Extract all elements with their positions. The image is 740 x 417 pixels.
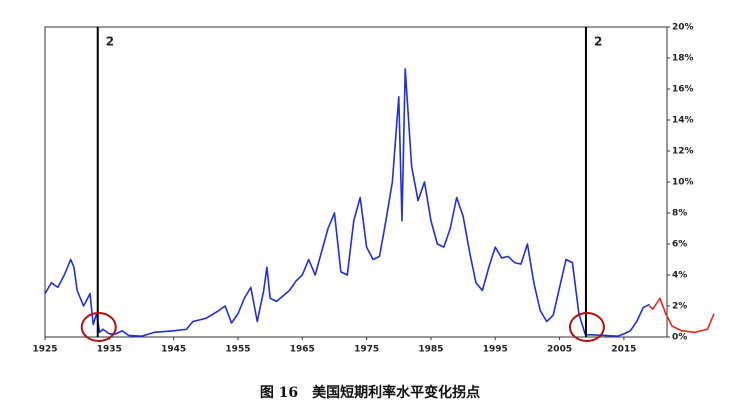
x-tick-label: 1945: [161, 345, 186, 355]
y-tick-label: 18%: [672, 54, 694, 64]
annotation-label: 2: [594, 35, 602, 49]
highlight-circle: [80, 312, 117, 342]
y-tick-label: 16%: [672, 85, 694, 95]
annotation-label: 2: [106, 35, 114, 49]
caption: 图 16 美国短期利率水平变化拐点: [259, 385, 481, 401]
x-tick-label: 1995: [483, 345, 508, 355]
x-tick-label: 2005: [547, 345, 572, 355]
highlight-circle: [568, 312, 605, 342]
x-tick-label: 1965: [290, 345, 315, 355]
x-tick-label: 1955: [225, 345, 250, 355]
y-tick-label: 4%: [672, 271, 687, 281]
y-tick-label: 10%: [672, 178, 694, 188]
y-tick-label: 2%: [672, 302, 687, 312]
x-tick-label: 1985: [418, 345, 443, 355]
x-tick-label: 2015: [611, 345, 636, 355]
y-tick-label: 14%: [672, 116, 694, 126]
x-tick-label: 1975: [354, 345, 379, 355]
line-series: [649, 297, 715, 334]
line-series: [44, 68, 650, 338]
y-tick-label: 6%: [672, 240, 687, 250]
y-tick-label: 20%: [672, 23, 694, 33]
y-tick-label: 8%: [672, 209, 687, 219]
x-tick-label: 1935: [97, 345, 122, 355]
x-tick-label: 1925: [32, 345, 57, 355]
chart: 0% 2% 4% 6% 8% 10% 12% 14% 16% 18% 20% 1925 1935 1945…: [32, 23, 715, 355]
plot-frame: [44, 26, 668, 338]
y-tick-label: 12%: [672, 147, 694, 157]
y-tick-label: 0%: [672, 333, 687, 343]
